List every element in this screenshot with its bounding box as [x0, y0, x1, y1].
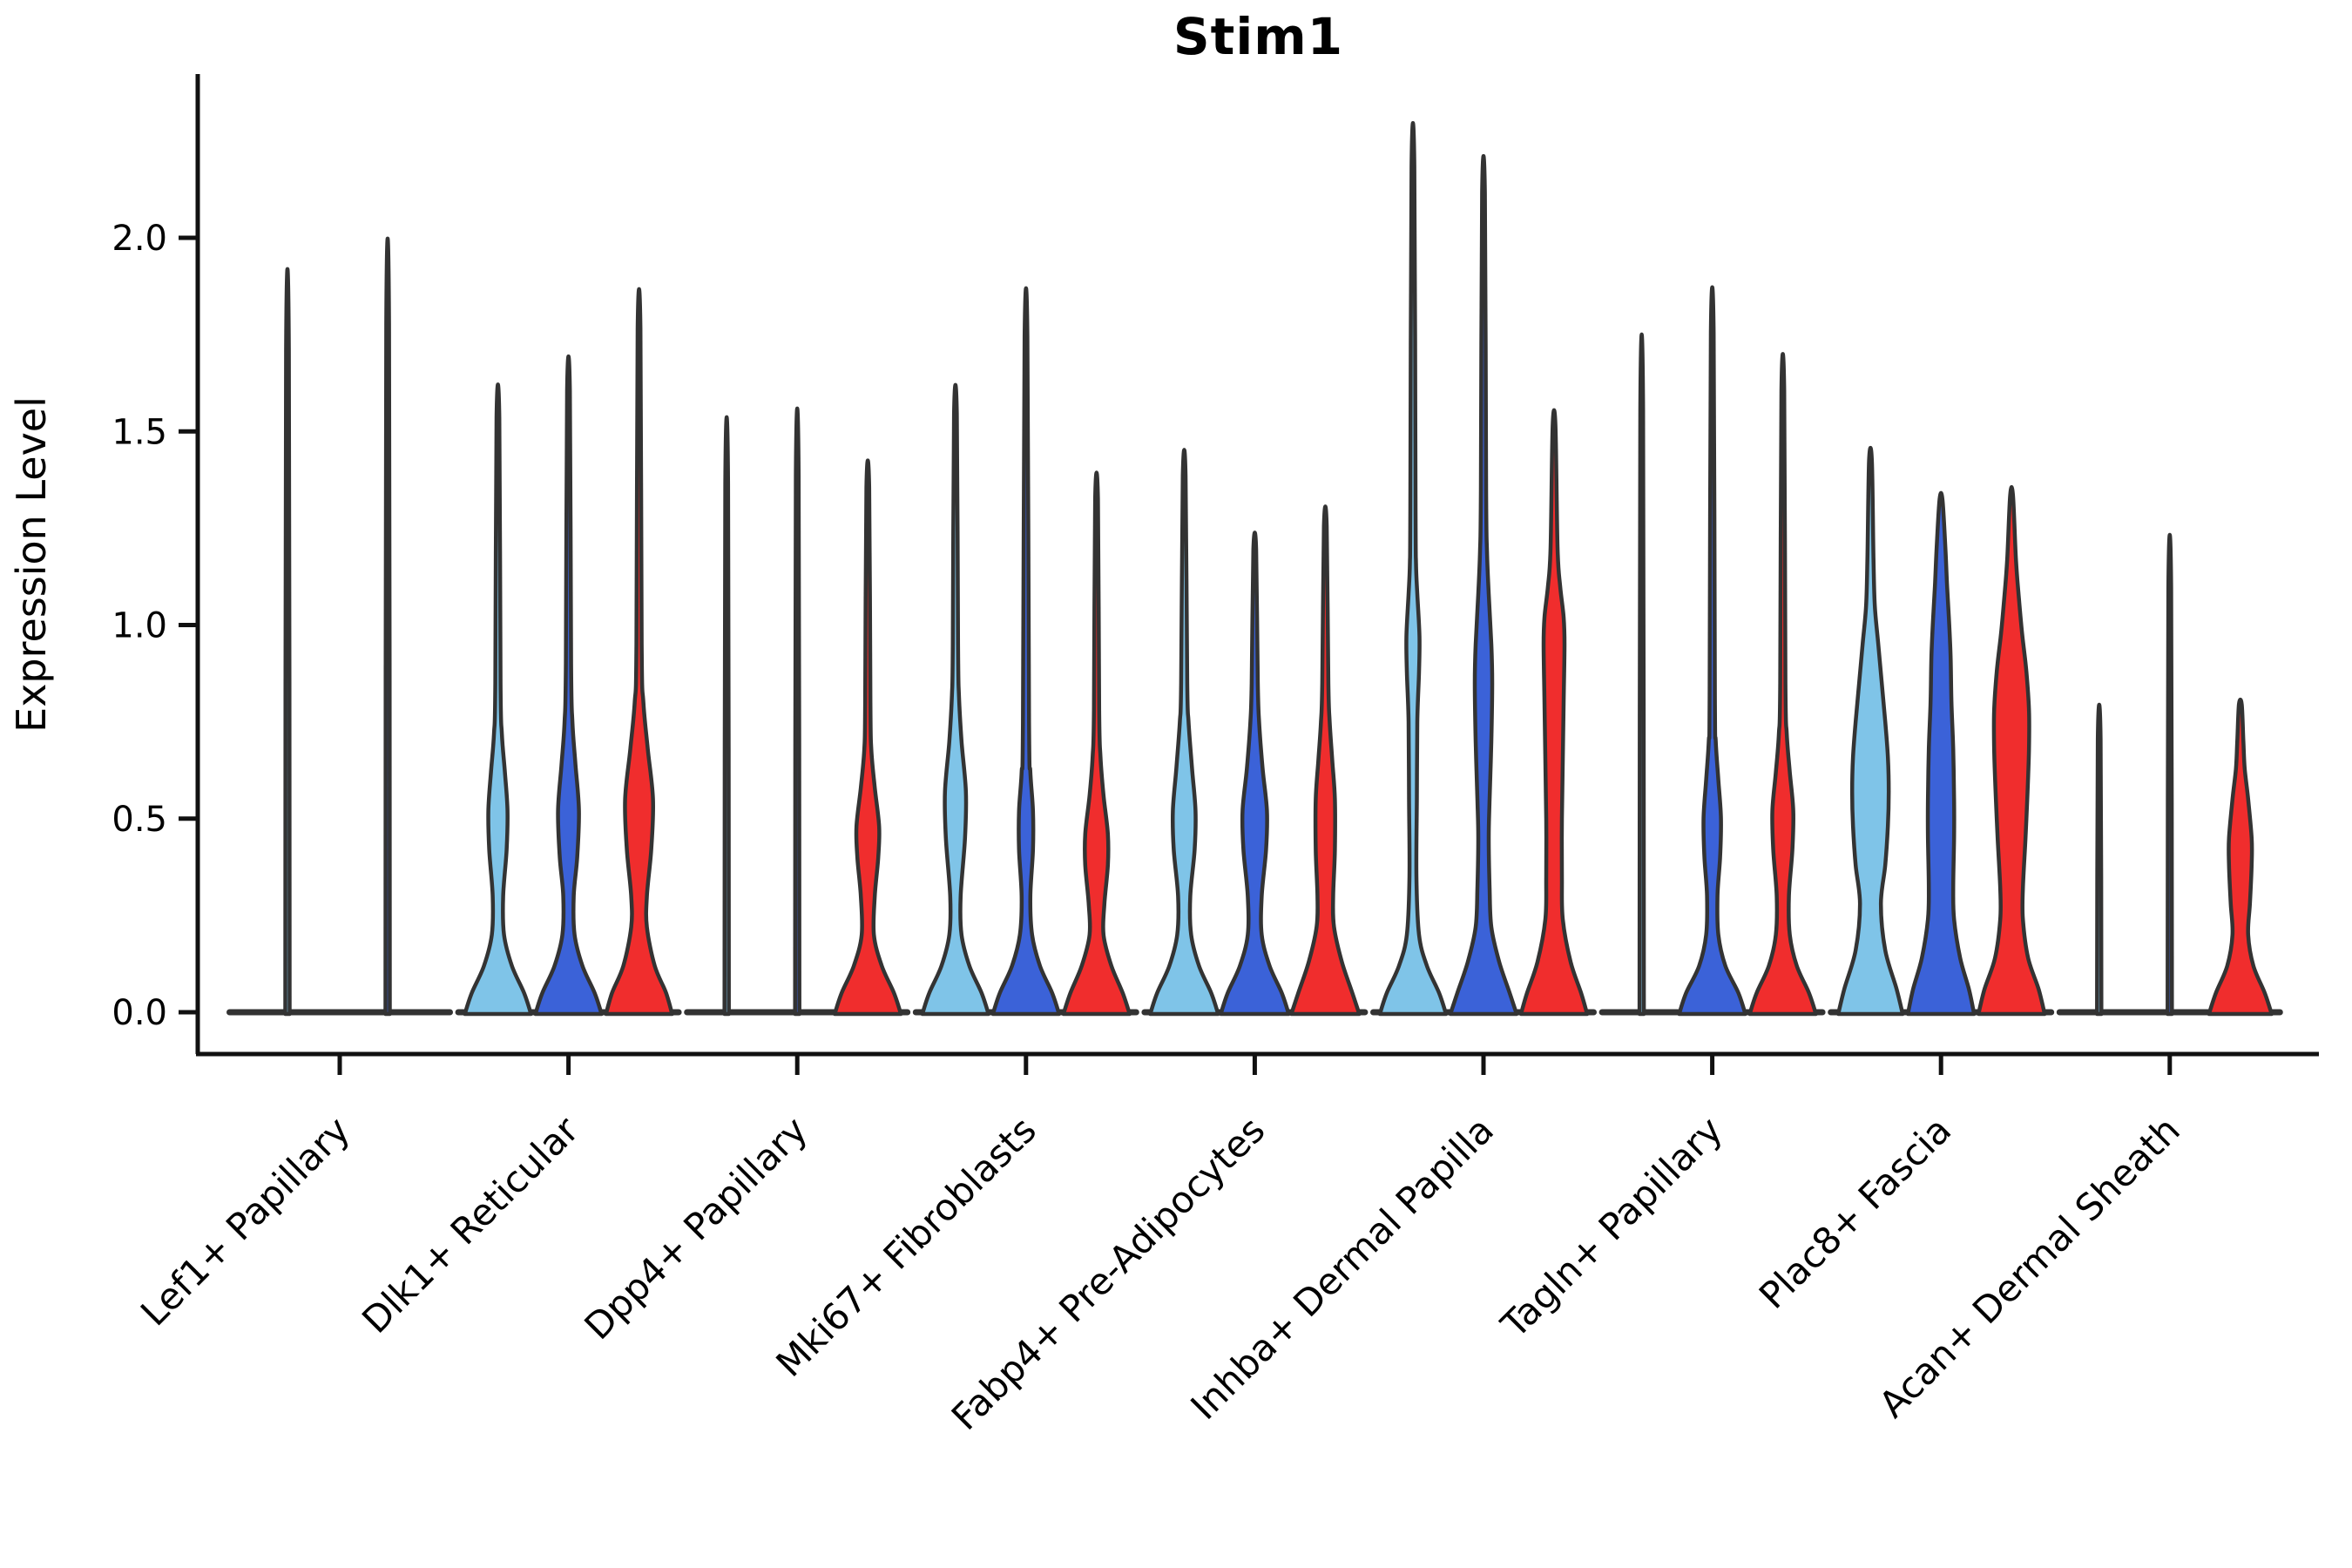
chart-title: Stim1: [1173, 7, 1344, 66]
violin-fabp4-pre-adipocytes-light_blue: [1148, 448, 1220, 1017]
x-tick-label-lef1-papillary: Lef1+ Papillary: [132, 1108, 358, 1334]
violin-tagln-papillary-dark_blue: [1677, 285, 1747, 1017]
y-tick-label: 2.0: [112, 219, 167, 259]
violin-dlk1-reticular-red: [604, 287, 674, 1017]
violin-mki67-fibroblasts-red: [1061, 470, 1132, 1017]
y-axis-label: Expression Level: [8, 396, 55, 733]
violin-inhba-dermal-papilla-light_blue: [1377, 121, 1449, 1017]
x-tick-label-plac8-fascia: Plac8+ Fascia: [1751, 1108, 1959, 1316]
violin-mki67-fibroblasts-light_blue: [920, 382, 991, 1017]
violin-tagln-papillary-red: [1747, 352, 1818, 1017]
violin-dlk1-reticular-light_blue: [463, 382, 533, 1017]
x-tick-label-mki67-fibroblasts: Mki67+ Fibroblasts: [767, 1108, 1044, 1384]
y-tick-label: 1.0: [112, 606, 167, 646]
x-tick-label-dlk1-reticular: Dlk1+ Reticular: [354, 1108, 587, 1342]
violin-dlk1-reticular-dark_blue: [533, 355, 604, 1017]
violin-acan-dermal-sheath-red: [2207, 697, 2274, 1017]
violin-plac8-fascia-light_blue: [1835, 445, 1905, 1017]
violin-lef1-papillary-dark_blue: [383, 236, 392, 1017]
violin-acan-dermal-sheath-dark_blue: [2166, 533, 2174, 1017]
violin-fabp4-pre-adipocytes-red: [1289, 504, 1362, 1017]
violin-inhba-dermal-papilla-red: [1518, 408, 1590, 1017]
violin-inhba-dermal-papilla-dark_blue: [1448, 154, 1519, 1017]
y-tick-label: 0.5: [112, 800, 167, 840]
violin-plac8-fascia-red: [1976, 484, 2047, 1017]
zero-baseline-lef1-papillary: [226, 1009, 453, 1016]
violin-dpp4-papillary-dark_blue: [793, 407, 801, 1017]
violin-dpp4-papillary-red: [832, 458, 903, 1017]
violin-plac8-fascia-dark_blue: [1905, 490, 1977, 1017]
violin-dpp4-papillary-light_blue: [722, 415, 731, 1017]
violin-fabp4-pre-adipocytes-dark_blue: [1219, 531, 1291, 1017]
violin-tagln-papillary-light_blue: [1637, 332, 1646, 1017]
violin-lef1-papillary-light_blue: [283, 267, 292, 1017]
y-tick-label: 1.5: [112, 412, 167, 452]
violin-mki67-fibroblasts-dark_blue: [990, 286, 1062, 1017]
x-tick-label-dpp4-papillary: Dpp4+ Papillary: [576, 1108, 815, 1348]
x-tick-label-tagln-papillary: Tagln+ Papillary: [1492, 1108, 1730, 1346]
violin-acan-dermal-sheath-light_blue: [2095, 703, 2104, 1017]
y-tick-label: 0.0: [112, 993, 167, 1033]
